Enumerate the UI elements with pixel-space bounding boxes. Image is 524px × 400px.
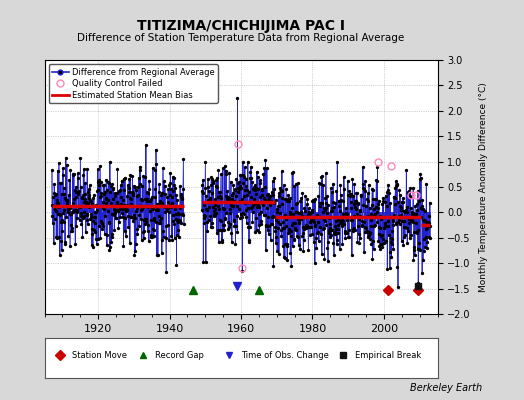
Text: Difference of Station Temperature Data from Regional Average: Difference of Station Temperature Data f… bbox=[78, 32, 405, 42]
Text: Station Move: Station Move bbox=[72, 352, 127, 360]
Legend: Difference from Regional Average, Quality Control Failed, Estimated Station Mean: Difference from Regional Average, Qualit… bbox=[49, 64, 218, 103]
Text: Record Gap: Record Gap bbox=[155, 352, 203, 360]
Y-axis label: Monthly Temperature Anomaly Difference (°C): Monthly Temperature Anomaly Difference (… bbox=[479, 82, 488, 292]
Text: TITIZIMA/CHICHIJIMA PAC I: TITIZIMA/CHICHIJIMA PAC I bbox=[137, 19, 345, 33]
Text: Berkeley Earth: Berkeley Earth bbox=[410, 383, 482, 393]
Text: Time of Obs. Change: Time of Obs. Change bbox=[241, 352, 329, 360]
Text: Empirical Break: Empirical Break bbox=[355, 352, 421, 360]
